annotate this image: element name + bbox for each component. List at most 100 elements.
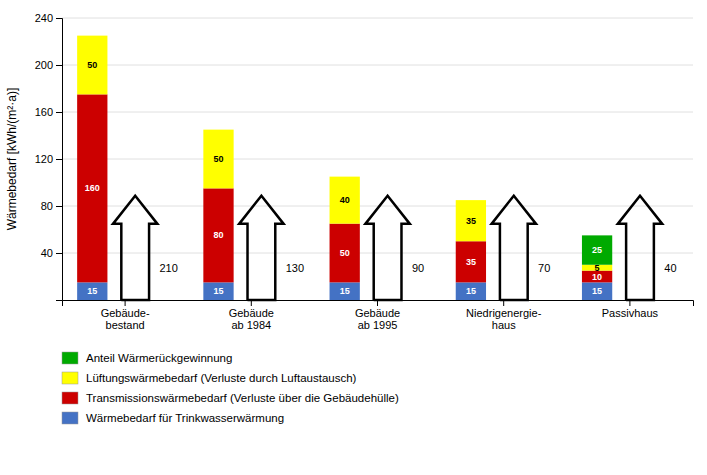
x-tick: Gebäudeab 1984: [229, 300, 274, 331]
legend-item: Anteil Wärmerückgewinnung: [62, 352, 232, 364]
y-tick: 80: [41, 200, 62, 212]
x-axis-line: [63, 301, 694, 307]
data-label: 40: [340, 195, 350, 205]
y-tick-mark: [56, 112, 62, 113]
bar-segment: [77, 282, 107, 300]
y-tick-label: 40: [41, 247, 53, 259]
bar-series: [77, 94, 612, 282]
data-labels: 15 15 15 15 15 160 80 50 35 10 50 50 40 35 5 25: [85, 60, 602, 296]
y-tick-mark: [56, 159, 62, 160]
y-tick-label: 80: [41, 200, 53, 212]
bar-segment: [77, 94, 107, 282]
data-label: 160: [85, 183, 100, 193]
data-label: 35: [466, 216, 476, 226]
house-icon: [239, 196, 283, 300]
legend-swatch: [62, 412, 78, 424]
y-tick-mark: [56, 65, 62, 66]
x-tick-label: Niedrigenergie-haus: [466, 307, 542, 332]
grid: [62, 18, 693, 253]
legend-item: Wärmebedarf für Trinkwasserwärmung: [62, 412, 284, 424]
bar-segment: [456, 282, 486, 300]
chart: 40 80 120 160 200 240 Gebäude-bestand Gebäudeab…: [0, 0, 707, 475]
data-label: 35: [466, 257, 476, 267]
legend: Anteil Wärmerückgewinnung Lüftungswärmebe…: [62, 352, 399, 424]
bar-segment: [582, 282, 612, 300]
bar-segment: [330, 224, 360, 283]
data-label: 5: [595, 263, 600, 273]
x-tick: Gebäude-bestand: [101, 300, 150, 331]
bar-segment: [77, 35, 107, 36]
grid-line: [62, 65, 693, 66]
data-label: 50: [213, 154, 223, 164]
x-tick-label: Gebäudeab 1984: [229, 307, 274, 332]
y-tick: 240: [35, 12, 62, 24]
grid-line: [62, 159, 693, 160]
house-icon: [365, 196, 409, 300]
data-label: 15: [87, 286, 97, 296]
legend-item: Transmissionswärmebedarf (Verluste über …: [62, 392, 399, 404]
bar-series: [77, 36, 612, 271]
bar-segment: [203, 130, 233, 189]
house-icon: [113, 196, 157, 300]
data-label: 15: [340, 286, 350, 296]
y-tick-mark: [56, 206, 62, 207]
house-total: 210: [159, 262, 177, 274]
data-label: 15: [466, 286, 476, 296]
grid-line: [62, 112, 693, 113]
y-tick-mark: [56, 253, 62, 254]
bar-segment: [456, 200, 486, 201]
houses: 210130907040: [113, 196, 677, 300]
data-label: 80: [213, 230, 223, 240]
legend-label: Wärmebedarf für Trinkwasserwärmung: [86, 412, 284, 424]
x-tick: Passivhaus: [602, 300, 659, 319]
bar-segment: [77, 36, 107, 95]
data-label: 50: [87, 60, 97, 70]
y-axis-line: [56, 19, 63, 301]
data-label: 50: [340, 248, 350, 258]
grid-line: [62, 206, 693, 207]
data-label: 10: [592, 272, 602, 282]
y-tick-mark: [56, 18, 62, 19]
y-tick: 40: [41, 247, 62, 259]
y-axis: 40 80 120 160 200 240: [35, 12, 63, 300]
legend-swatch: [62, 392, 78, 404]
bar-segment: [203, 282, 233, 300]
legend-swatch: [62, 372, 78, 384]
x-axis: Gebäude-bestand Gebäudeab 1984 Gebäudeab 1…: [63, 300, 694, 331]
bar-segment: [203, 188, 233, 282]
data-label: 25: [592, 245, 602, 255]
bar-series: [582, 235, 612, 264]
y-tick: 120: [35, 153, 62, 165]
plot: 40 80 120 160 200 240 Gebäude-bestand Gebäudeab…: [35, 12, 694, 331]
bar-series: [77, 282, 612, 300]
y-tick: 160: [35, 106, 62, 118]
bar-segment: [456, 200, 486, 241]
grid-line: [62, 18, 693, 19]
y-tick-label: 120: [35, 153, 53, 165]
y-tick-label: 240: [35, 12, 53, 24]
bar-segment: [456, 241, 486, 282]
house-icon: [492, 196, 536, 300]
x-tick-label: Gebäude-bestand: [101, 307, 150, 332]
data-label: 15: [213, 286, 223, 296]
bar-segment: [330, 176, 360, 177]
house-total: 40: [664, 262, 676, 274]
y-tick-label: 200: [35, 59, 53, 71]
y-axis-title: Wärmebedarf [kWh/(m²·a)]: [5, 88, 19, 231]
x-tick-label: Passivhaus: [602, 307, 659, 319]
house-icon: [618, 196, 662, 300]
house-total: 70: [538, 262, 550, 274]
legend-label: Anteil Wärmerückgewinnung: [86, 352, 232, 364]
y-tick: 200: [35, 59, 62, 71]
legend-swatch: [62, 352, 78, 364]
legend-item: Lüftungswärmebedarf (Verluste durch Luft…: [62, 372, 357, 384]
x-tick: Niedrigenergie-haus: [466, 300, 542, 331]
bar-segment: [582, 235, 612, 264]
data-label: 15: [592, 286, 602, 296]
bar-segment: [330, 282, 360, 300]
bars: [77, 36, 612, 300]
x-tick-label: Gebäudeab 1995: [355, 307, 400, 332]
legend-label: Transmissionswärmebedarf (Verluste über …: [86, 392, 399, 404]
x-tick: Gebäudeab 1995: [355, 300, 400, 331]
house-total: 130: [286, 262, 304, 274]
